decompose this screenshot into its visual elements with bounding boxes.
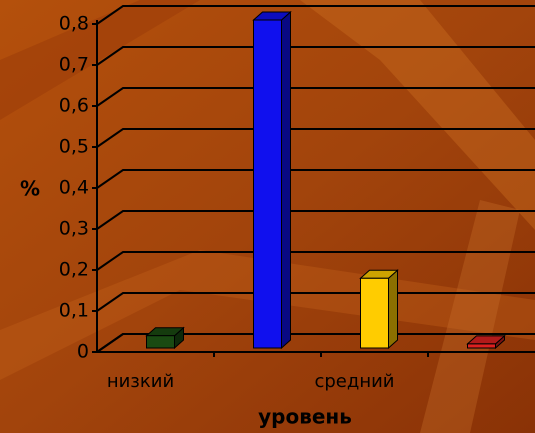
bg-shape <box>0 0 200 120</box>
y-tick-label: 0,5 <box>59 136 89 158</box>
bar-front <box>360 277 389 349</box>
bar <box>252 10 292 350</box>
grid-line <box>96 87 535 107</box>
bar <box>466 334 506 350</box>
bar-front <box>253 19 282 349</box>
grid-line <box>96 210 535 230</box>
bar-side <box>388 269 398 350</box>
y-tick-label: 0,1 <box>59 300 89 322</box>
bar-front <box>146 335 175 349</box>
y-tick-label: 0,2 <box>59 259 89 281</box>
bar <box>145 326 185 350</box>
y-axis-label: % <box>20 177 40 201</box>
x-axis-label: уровень <box>258 405 352 429</box>
bar <box>359 269 399 350</box>
y-tick-label: 0 <box>77 341 89 363</box>
bar-front <box>467 343 496 349</box>
y-tick-label: 0,8 <box>59 13 89 35</box>
bg-shape <box>0 250 535 380</box>
grid-line <box>96 5 535 25</box>
grid-line <box>96 128 535 148</box>
grid-line <box>96 169 535 189</box>
x-tick-label: средний <box>314 371 394 392</box>
y-tick-label: 0,6 <box>59 95 89 117</box>
bg-shape <box>420 200 520 433</box>
grid-line <box>96 46 535 66</box>
x-tick-label: низкий <box>107 371 174 392</box>
y-tick-label: 0,7 <box>59 54 89 76</box>
grid-line <box>96 251 535 271</box>
bar-side <box>281 10 291 350</box>
y-tick-label: 0,4 <box>59 177 89 199</box>
y-tick-label: 0,3 <box>59 218 89 240</box>
